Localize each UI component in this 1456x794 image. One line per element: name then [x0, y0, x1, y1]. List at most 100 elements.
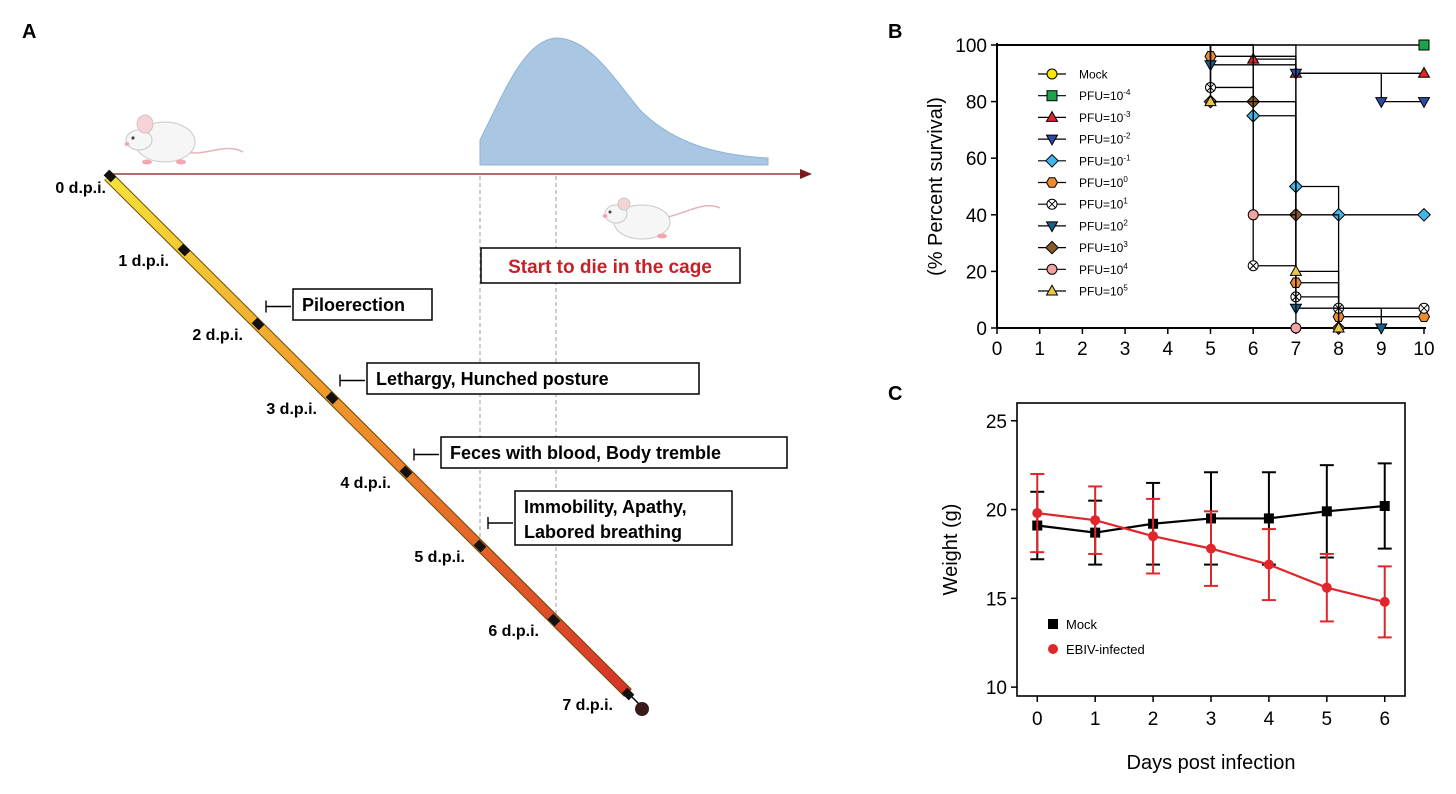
data-point: [1090, 515, 1101, 526]
legend-label-exponent: 4: [1123, 262, 1128, 271]
x-tick-label: 4: [1264, 709, 1275, 730]
data-point: [1032, 508, 1043, 519]
legend-marker: [1048, 619, 1058, 629]
data-point: [1263, 513, 1274, 524]
legend-label-base: PFU=10: [1079, 89, 1124, 103]
marker-circle: [1247, 209, 1259, 221]
data-point: [1379, 500, 1390, 511]
data-point: [1045, 134, 1059, 146]
timeline-end-dot: [635, 702, 649, 716]
legend-label-exponent: -3: [1123, 110, 1131, 119]
data-point: [1289, 264, 1303, 276]
legend-label: PFU=105: [1079, 284, 1128, 299]
chart-legend: Mock EBIV-infected: [1048, 617, 1145, 657]
y-tick-label: 100: [955, 36, 987, 57]
legend-label-exponent: -4: [1123, 88, 1131, 97]
dpi-marker: [547, 613, 561, 627]
legend-label: PFU=103: [1079, 240, 1128, 255]
marker-circle: [1290, 322, 1302, 334]
legend-label: PFU=10-2: [1079, 132, 1131, 147]
y-tick-label: 80: [966, 93, 987, 114]
panel-label-c: C: [888, 383, 902, 405]
symptom-box: [514, 490, 733, 546]
marker-triangle: [1045, 221, 1059, 233]
marker-diamond: [1045, 153, 1059, 168]
legend-label-base: PFU=10: [1079, 133, 1124, 147]
y-tick-label: 20: [986, 501, 1007, 522]
series-9: [997, 44, 1302, 334]
data-point: [1045, 153, 1059, 168]
data-point: [1417, 207, 1431, 222]
legend-label-exponent: 2: [1123, 218, 1128, 227]
x-tick-label: 1: [1090, 709, 1101, 730]
dpi-label: 6 d.p.i.: [488, 623, 539, 640]
legend-label: PFU=101: [1079, 197, 1128, 212]
marker-triangle: [1289, 264, 1303, 276]
data-point: [1263, 559, 1274, 570]
x-tick-label: 5: [1322, 709, 1333, 730]
legend-label: PFU=104: [1079, 262, 1128, 277]
dpi-marker: [251, 317, 265, 331]
x-tick-label: 0: [1032, 709, 1043, 730]
data-point: [1379, 596, 1390, 607]
marker-square: [1418, 39, 1430, 51]
dpi-label: 1 d.p.i.: [118, 253, 169, 270]
marker-circle: [1046, 263, 1058, 275]
mouse-icon: [124, 114, 244, 165]
x-tick-label: 3: [1206, 709, 1217, 730]
marker-diamond: [1045, 240, 1059, 255]
legend-label-exponent: 1: [1123, 197, 1128, 206]
series-1: [1030, 473, 1392, 639]
x-tick-label: 9: [1376, 339, 1387, 360]
legend-label-base: PFU=10: [1079, 198, 1124, 212]
y-tick-label: 15: [986, 589, 1007, 610]
legend-label-base: PFU=10: [1079, 154, 1124, 168]
legend-label: PFU=10-3: [1079, 110, 1131, 125]
data-point: [1247, 260, 1259, 272]
symptom-text: Feces with blood, Body tremble: [450, 443, 721, 463]
x-tick-label: 2: [1148, 709, 1159, 730]
dpi-marker: [325, 391, 339, 405]
legend-label-base: PFU=10: [1079, 111, 1124, 125]
legend-label-base: Mock: [1079, 68, 1109, 82]
marker-triangle: [1045, 110, 1059, 122]
symptom-box: [440, 436, 788, 469]
dpi-marker: [103, 169, 117, 183]
legend-label-exponent: -1: [1123, 153, 1131, 162]
legend-label: EBIV-infected: [1066, 642, 1145, 657]
y-tick-label: 20: [966, 262, 987, 283]
x-tick-label: 4: [1163, 339, 1174, 360]
marker-cross: [1249, 261, 1258, 270]
legend-label: PFU=10-1: [1079, 153, 1131, 168]
panel-c-weight-chart: C 10 15 20 25 0 1 2 3 4 5 6 Days post infection Weig…: [888, 383, 1406, 774]
dpi-label: 0 d.p.i.: [55, 180, 106, 197]
dpi-label: 7 d.p.i.: [562, 697, 613, 714]
x-tick-label: 6: [1248, 339, 1259, 360]
x-tick-label: 1: [1034, 339, 1045, 360]
dpi-label: 5 d.p.i.: [414, 549, 465, 566]
y-tick-label: 60: [966, 149, 987, 170]
legend-label: PFU=102: [1079, 218, 1128, 233]
x-tick-label: 3: [1120, 339, 1131, 360]
data-point: [1046, 263, 1058, 275]
series-4: [997, 44, 1431, 222]
marker-triangle: [1417, 97, 1431, 109]
dpi-marker: [621, 687, 635, 701]
legend-label-base: PFU=10: [1079, 285, 1124, 299]
marker-triangle: [1045, 284, 1059, 296]
legend-label-base: PFU=10: [1079, 241, 1124, 255]
marker-circle: [1046, 68, 1058, 80]
x-tick-label: 6: [1379, 709, 1390, 730]
marker-cross: [1420, 304, 1428, 313]
legend-label-exponent: -2: [1123, 132, 1131, 141]
marker-hexagon: [1045, 177, 1059, 188]
panel-label-a: A: [22, 21, 36, 43]
timeline-bar: [104, 172, 632, 697]
legend-label-exponent: 0: [1123, 175, 1128, 184]
data-point: [1046, 90, 1058, 102]
series-step-line: [997, 44, 1340, 328]
marker-triangle: [1417, 66, 1431, 78]
data-point: [1204, 94, 1217, 107]
legend-label: Mock: [1066, 617, 1098, 632]
legend-label-base: PFU=10: [1079, 219, 1124, 233]
